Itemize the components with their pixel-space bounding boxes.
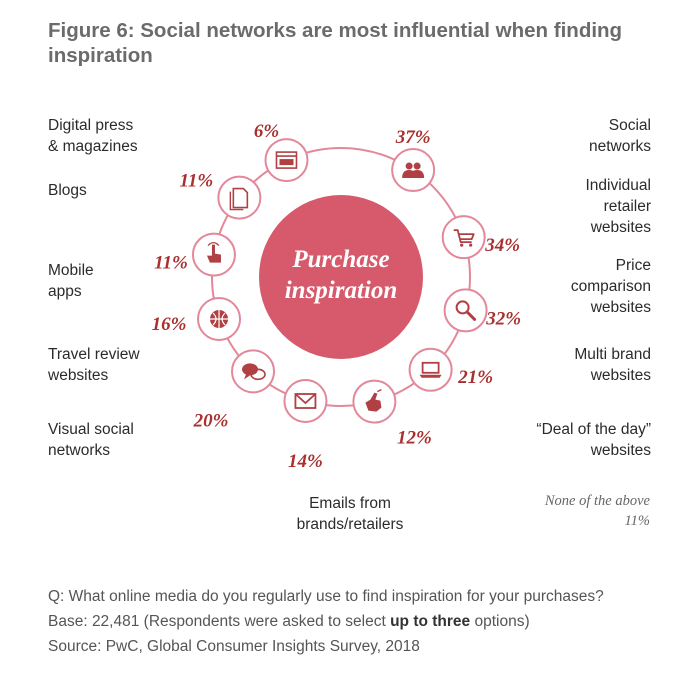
node-document xyxy=(217,175,262,220)
label-mobile-apps: Mobile apps xyxy=(48,262,94,300)
label-blogs: Blogs xyxy=(48,182,87,199)
node-globe xyxy=(197,296,242,341)
node-magnifier xyxy=(443,288,488,333)
touch-hand-icon xyxy=(206,242,221,263)
pct-label: 14% xyxy=(288,451,323,472)
survey-question: Q: What online media do you regularly us… xyxy=(48,588,604,605)
footnotes: Q: What online media do you regularly us… xyxy=(48,584,678,659)
survey-base: Base: 22,481 (Respondents were asked to … xyxy=(48,613,530,630)
envelope-icon xyxy=(294,393,317,409)
pct-label: 37% xyxy=(395,127,431,148)
label-travel-review: Travel review websites xyxy=(48,346,140,384)
node-speech-bubbles xyxy=(231,349,276,394)
node-browser-window xyxy=(264,138,309,183)
label-price-comparison: Price comparison websites xyxy=(570,257,651,316)
node-circle xyxy=(443,288,488,333)
label-visual-social: Visual social networks xyxy=(48,421,134,459)
pct-label: 12% xyxy=(397,428,432,449)
laptop-icon xyxy=(419,361,442,378)
pct-label: 20% xyxy=(193,410,229,431)
label-individual-retailer: Individual retailer websites xyxy=(585,177,652,236)
label-social-networks: Social networks xyxy=(588,117,651,155)
node-circle xyxy=(217,175,262,220)
pct-label: 21% xyxy=(457,367,493,388)
pct-label: 11% xyxy=(179,171,213,192)
label-digital-press: Digital press & magazines xyxy=(48,117,138,155)
node-circle xyxy=(408,347,453,392)
node-touch-hand xyxy=(191,232,236,277)
node-people xyxy=(391,148,436,193)
node-laptop xyxy=(408,347,453,392)
node-circle xyxy=(441,215,486,260)
label-emails: Emails from brands/retailers xyxy=(296,495,404,533)
globe-icon xyxy=(210,309,229,328)
pct-label: 34% xyxy=(484,235,520,256)
pct-label: 11% xyxy=(154,253,188,274)
pct-label: 16% xyxy=(152,314,187,335)
label-multi-brand: Multi brand websites xyxy=(574,346,651,384)
survey-source: Source: PwC, Global Consumer Insights Su… xyxy=(48,638,420,655)
node-circle xyxy=(283,379,328,424)
pct-label: 6% xyxy=(254,121,279,142)
node-shopping-cart xyxy=(441,215,486,260)
outer-ring xyxy=(211,147,471,407)
browser-window-icon xyxy=(275,151,298,169)
center-label-line2: inspiration xyxy=(285,277,398,304)
shopping-cart-icon xyxy=(453,229,475,247)
none-of-the-above: None of the above 11% xyxy=(544,493,650,529)
node-envelope xyxy=(283,379,328,424)
node-hand-pointer xyxy=(352,379,397,424)
hand-pointer-icon xyxy=(365,388,382,412)
center-circle xyxy=(259,195,423,359)
center-label-line1: Purchase xyxy=(291,246,389,273)
node-circle xyxy=(391,148,436,193)
speech-bubbles-icon xyxy=(242,363,266,381)
document-icon xyxy=(229,187,249,211)
magnifier-icon xyxy=(455,300,477,321)
pct-label: 32% xyxy=(485,308,521,329)
people-icon xyxy=(402,162,425,179)
chart-title: Figure 6: Social networks are most influ… xyxy=(48,19,623,67)
label-deal-of-the-day: “Deal of the day” websites xyxy=(536,421,651,459)
